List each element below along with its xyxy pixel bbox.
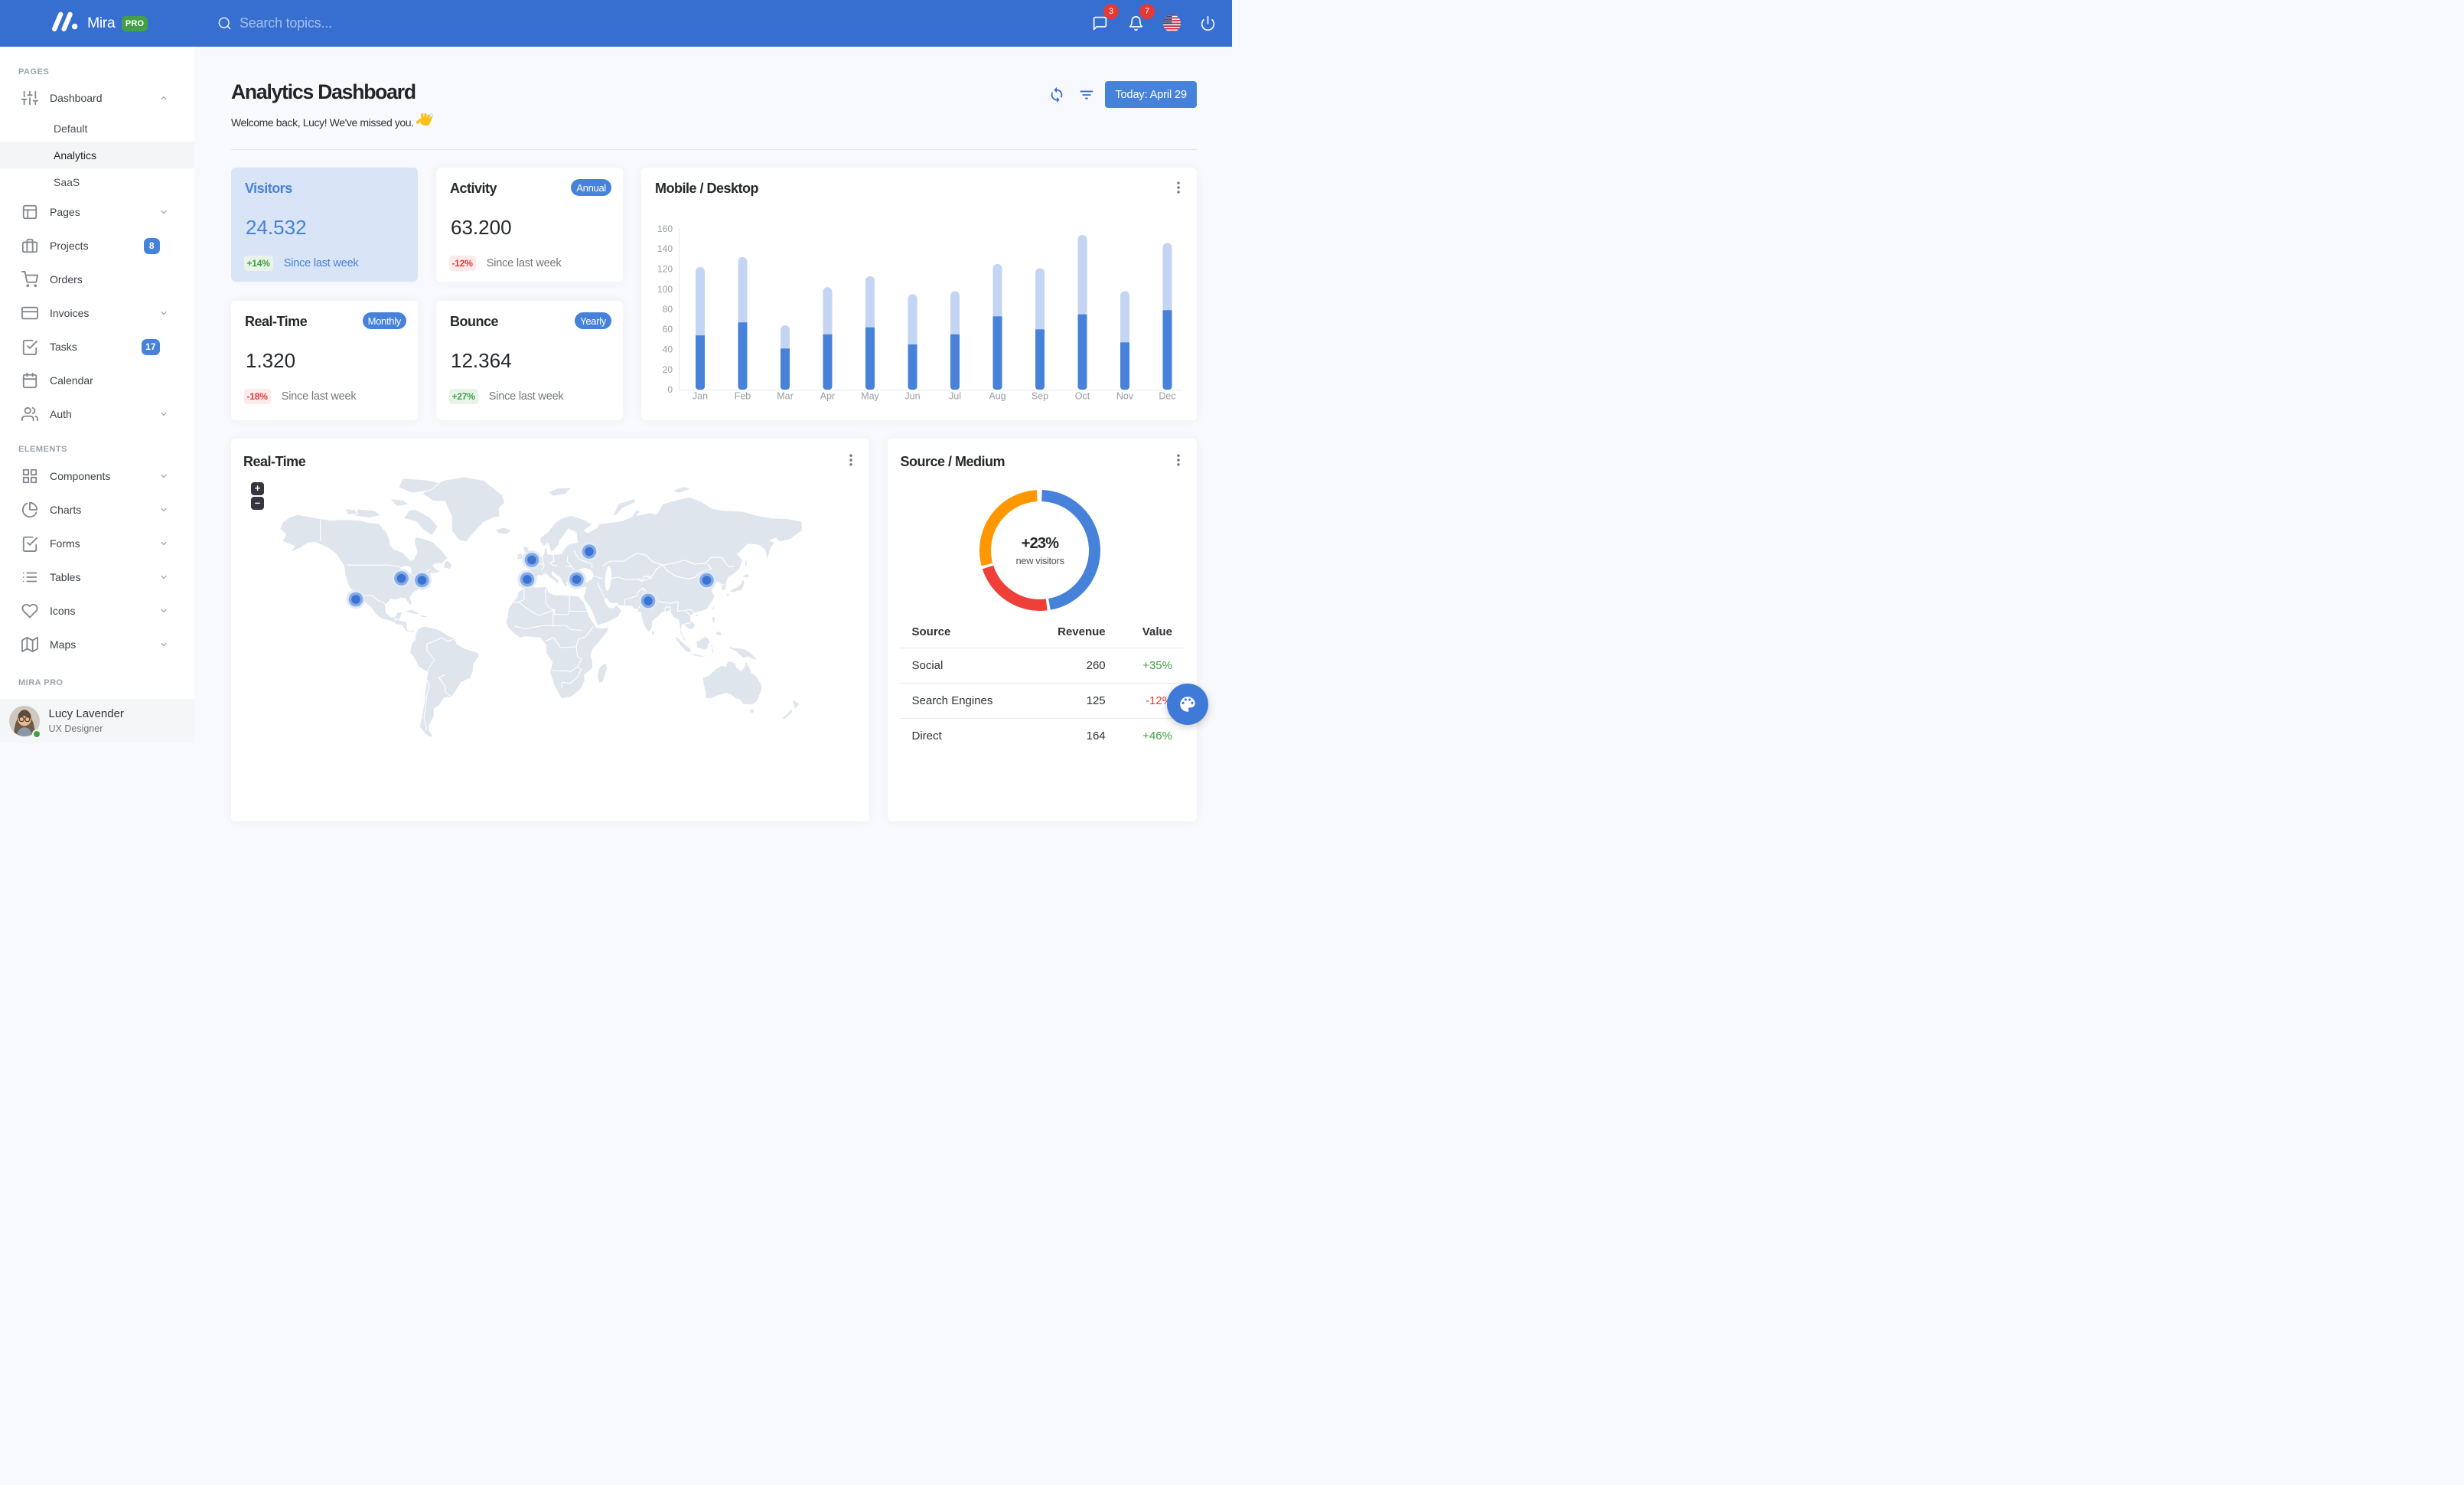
svg-text:40: 40 <box>663 344 673 354</box>
svg-text:Nov: Nov <box>1116 390 1134 401</box>
svg-text:80: 80 <box>663 304 673 315</box>
svg-text:140: 140 <box>657 243 673 254</box>
svg-text:20: 20 <box>663 364 673 374</box>
svg-text:Jul: Jul <box>949 390 961 401</box>
svg-text:120: 120 <box>657 263 673 274</box>
svg-text:Dec: Dec <box>1159 390 1175 401</box>
svg-text:Jan: Jan <box>693 390 708 401</box>
svg-text:100: 100 <box>657 283 673 294</box>
svg-text:Oct: Oct <box>1075 390 1090 401</box>
svg-text:May: May <box>861 390 879 401</box>
svg-text:0: 0 <box>667 384 673 395</box>
svg-text:Mar: Mar <box>777 390 794 401</box>
svg-text:Jun: Jun <box>904 390 920 401</box>
svg-text:Sep: Sep <box>1032 390 1048 401</box>
svg-text:60: 60 <box>663 324 673 335</box>
svg-text:Apr: Apr <box>820 390 835 401</box>
svg-text:160: 160 <box>657 224 673 234</box>
svg-text:Aug: Aug <box>989 390 1005 401</box>
svg-text:Feb: Feb <box>735 390 751 401</box>
